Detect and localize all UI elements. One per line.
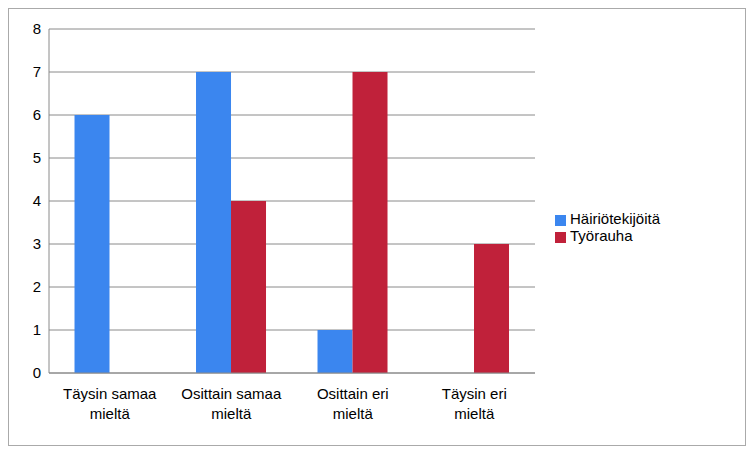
svg-text:2: 2	[33, 278, 41, 295]
html-text:Häiriötekijöitä: Häiriötekijöitä	[570, 210, 660, 227]
svg-text:4: 4	[33, 192, 41, 209]
html-text:Työrauha: Työrauha	[570, 227, 633, 244]
svg-text:0: 0	[33, 364, 41, 381]
svg-text:1: 1	[33, 321, 41, 338]
svg-text:6: 6	[33, 106, 41, 123]
svg-text:Osittain erimieltä: Osittain erimieltä	[317, 385, 389, 422]
svg-text:Täysin samaamieltä: Täysin samaamieltä	[63, 385, 157, 422]
svg-text:Osittain samaamieltä: Osittain samaamieltä	[181, 385, 282, 422]
svg-text:Täysin erimieltä: Täysin erimieltä	[442, 385, 507, 422]
svg-text:5: 5	[33, 149, 41, 166]
svg-text:3: 3	[33, 235, 41, 252]
svg-text:7: 7	[33, 63, 41, 80]
svg-text:8: 8	[33, 20, 41, 37]
